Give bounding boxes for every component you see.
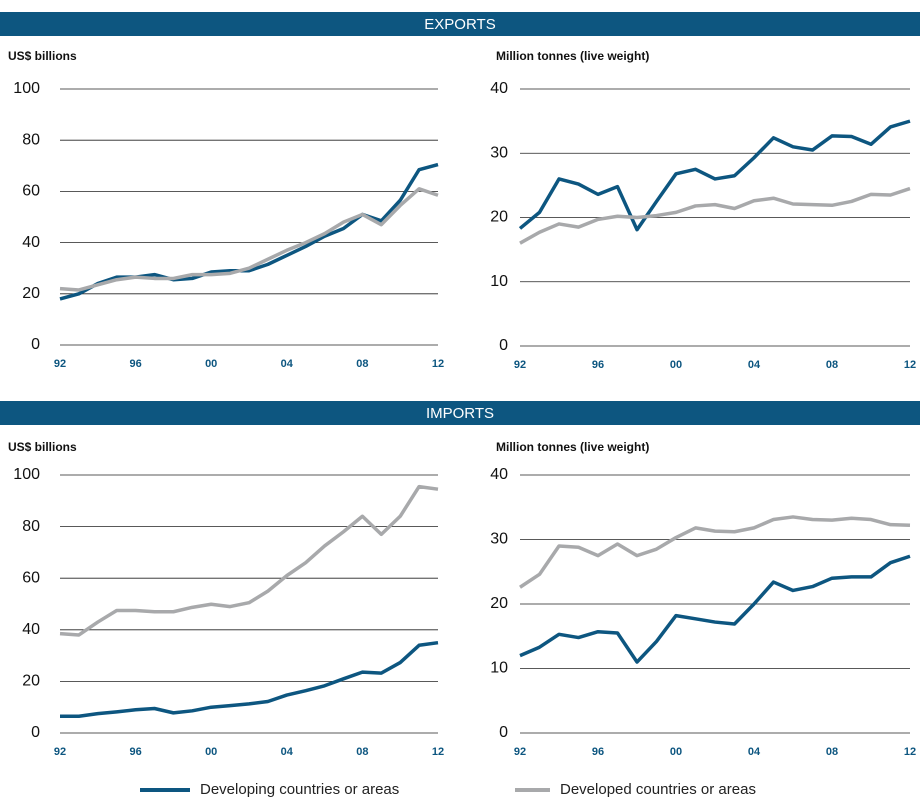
x-tick-label: 12 [432, 358, 444, 370]
y-tick-label: 10 [490, 273, 508, 290]
series-line [518, 119, 911, 232]
y-tick-label: 40 [22, 621, 40, 638]
y-tick-label: 30 [490, 144, 508, 161]
x-tick-label: 08 [356, 746, 368, 758]
x-tick-label: 92 [514, 746, 526, 758]
x-tick-label: 00 [670, 746, 682, 758]
y-tick-label: 100 [13, 80, 40, 97]
x-tick-label: 04 [281, 358, 294, 370]
x-tick-label: 12 [432, 746, 444, 758]
y-tick-label: 20 [490, 209, 508, 226]
y-tick-label: 0 [31, 336, 40, 353]
y-tick-label: 60 [22, 183, 40, 200]
section-bar [0, 401, 920, 425]
x-tick-label: 96 [129, 358, 141, 370]
x-tick-label: 08 [826, 746, 838, 758]
x-tick-label: 00 [670, 359, 682, 371]
y-tick-label: 40 [490, 466, 508, 483]
x-tick-label: 92 [54, 746, 66, 758]
y-tick-label: 0 [499, 337, 508, 354]
x-tick-label: 00 [205, 746, 217, 758]
x-tick-label: 92 [514, 359, 526, 371]
x-tick-label: 04 [748, 359, 761, 371]
series-line [59, 187, 439, 292]
y-tick-label: 20 [22, 673, 40, 690]
section-bar [0, 12, 920, 36]
series-line [60, 640, 439, 718]
axis-label: Million tonnes (live weight) [496, 440, 649, 454]
y-tick-label: 20 [490, 595, 508, 612]
series-line [519, 186, 911, 245]
y-tick-label: 30 [490, 531, 508, 548]
y-tick-label: 0 [31, 724, 40, 741]
y-tick-label: 100 [13, 466, 40, 483]
y-tick-label: 80 [22, 131, 40, 148]
x-tick-label: 96 [129, 746, 141, 758]
y-tick-label: 20 [22, 285, 40, 302]
legend-label: Developing countries or areas [200, 781, 399, 798]
x-tick-label: 08 [356, 358, 368, 370]
y-tick-label: 0 [499, 724, 508, 741]
x-tick-label: 04 [281, 746, 294, 758]
y-tick-label: 10 [490, 660, 508, 677]
x-tick-label: 04 [748, 746, 761, 758]
x-tick-label: 96 [592, 746, 604, 758]
axis-label: US$ billions [8, 440, 77, 454]
y-tick-label: 40 [22, 234, 40, 251]
x-tick-label: 12 [904, 359, 916, 371]
series-line [519, 554, 911, 664]
x-tick-label: 00 [205, 358, 217, 370]
axis-label: US$ billions [8, 49, 77, 63]
y-tick-label: 40 [490, 80, 508, 97]
y-tick-label: 60 [22, 569, 40, 586]
axis-label: Million tonnes (live weight) [496, 49, 649, 63]
legend-label: Developed countries or areas [560, 781, 756, 798]
series-line [519, 515, 911, 589]
series-line [59, 484, 439, 637]
section-title: IMPORTS [426, 405, 494, 422]
x-tick-label: 96 [592, 359, 604, 371]
section-title: EXPORTS [424, 16, 495, 33]
x-tick-label: 08 [826, 359, 838, 371]
x-tick-label: 92 [54, 358, 66, 370]
x-tick-label: 12 [904, 746, 916, 758]
y-tick-label: 80 [22, 518, 40, 535]
